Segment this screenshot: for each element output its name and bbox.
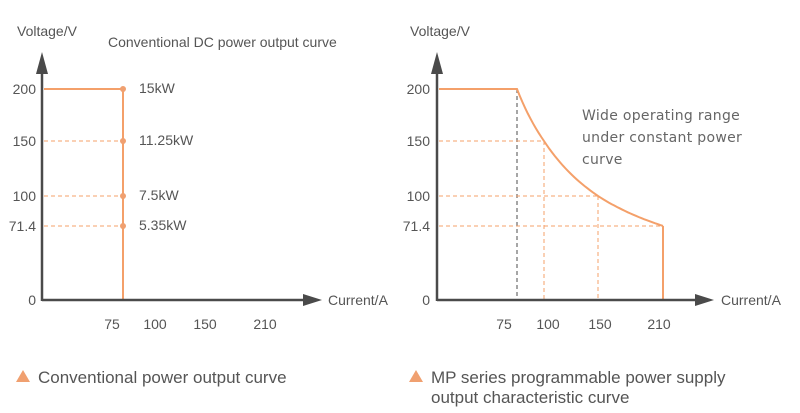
right-x-ticks: 75 100 150 210 xyxy=(496,316,671,332)
x-tick-label: 150 xyxy=(193,316,217,332)
left-chart: Voltage/V Conventional DC power output c… xyxy=(9,23,389,332)
triangle-bullet-icon xyxy=(16,370,30,382)
right-caption-line-2: output characteristic curve xyxy=(431,388,630,407)
y-tick-label: 150 xyxy=(407,133,431,149)
y-tick-label: 100 xyxy=(13,188,37,204)
right-annotation-line-3: curve xyxy=(582,152,623,168)
right-caption-line-1: MP series programmable power supply xyxy=(431,368,726,387)
left-caption: Conventional power output curve xyxy=(16,368,287,388)
right-x-axis-label: Current/A xyxy=(721,292,782,308)
x-tick-label: 75 xyxy=(104,316,120,332)
power-point-marker xyxy=(120,193,126,199)
right-caption: MP series programmable power supply outp… xyxy=(409,368,725,408)
y-tick-label: 71.4 xyxy=(9,218,36,234)
y-tick-label: 100 xyxy=(407,188,431,204)
power-point-label: 7.5kW xyxy=(139,187,179,203)
right-y-axis-arrow-icon xyxy=(431,52,443,74)
x-tick-label: 100 xyxy=(536,316,560,332)
conventional-output-line xyxy=(44,88,124,300)
x-tick-label: 150 xyxy=(588,316,612,332)
left-x-ticks: 75 100 150 210 xyxy=(104,316,277,332)
right-guides xyxy=(439,89,663,299)
x-tick-label: 75 xyxy=(496,316,512,332)
power-point-label: 11.25kW xyxy=(139,132,194,148)
right-y-axis-label: Voltage/V xyxy=(410,23,471,39)
x-tick-label: 100 xyxy=(143,316,167,332)
right-annotation-line-1: Wide operating range xyxy=(582,108,740,124)
left-y-ticks: 0 71.4 100 150 200 xyxy=(9,81,36,308)
right-chart: Voltage/V Current/A 0 71.4 100 150 200 75 100… xyxy=(403,23,782,332)
right-y-ticks: 0 71.4 100 150 200 xyxy=(403,81,430,308)
left-caption-text: Conventional power output curve xyxy=(38,368,287,387)
y-tick-label: 0 xyxy=(422,292,430,308)
power-point-label: 15kW xyxy=(139,80,176,96)
left-x-axis-arrow-icon xyxy=(303,294,322,306)
left-markers: 15kW 11.25kW 7.5kW 5.35kW xyxy=(120,80,194,233)
left-chart-title: Conventional DC power output curve xyxy=(108,34,337,50)
triangle-bullet-icon xyxy=(409,370,423,382)
left-curve xyxy=(44,88,124,300)
left-y-axis-arrow-icon xyxy=(36,52,48,74)
y-tick-label: 200 xyxy=(407,81,431,97)
left-guides xyxy=(44,140,123,227)
y-tick-label: 150 xyxy=(13,133,37,149)
right-x-axis-arrow-icon xyxy=(695,294,714,306)
x-tick-label: 210 xyxy=(647,316,671,332)
right-curve xyxy=(439,88,664,299)
power-point-label: 5.35kW xyxy=(139,217,187,233)
left-y-axis-label: Voltage/V xyxy=(17,23,78,39)
y-tick-label: 71.4 xyxy=(403,218,430,234)
right-annotation-line-2: under constant power xyxy=(582,130,742,146)
power-point-marker xyxy=(120,223,126,229)
x-tick-label: 210 xyxy=(253,316,277,332)
power-point-marker xyxy=(120,86,126,92)
left-x-axis-label: Current/A xyxy=(328,292,389,308)
y-tick-label: 200 xyxy=(13,81,37,97)
power-point-marker xyxy=(120,138,126,144)
y-tick-label: 0 xyxy=(28,292,36,308)
constant-power-curve xyxy=(439,88,664,299)
